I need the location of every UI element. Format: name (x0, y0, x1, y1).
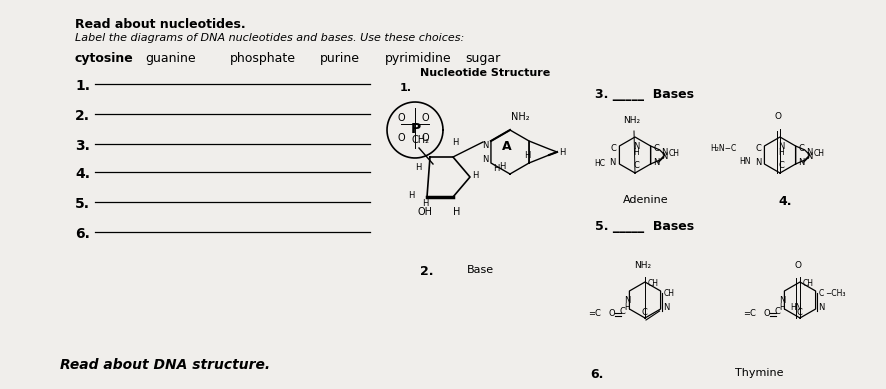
Text: Thymine: Thymine (734, 368, 782, 378)
Text: N: N (778, 296, 785, 305)
Text: N: N (804, 148, 811, 158)
Text: O: O (397, 113, 404, 123)
Text: cytosine: cytosine (75, 52, 134, 65)
Text: O: O (421, 133, 428, 143)
Text: 6.: 6. (589, 368, 602, 381)
Text: 2.: 2. (420, 265, 433, 278)
Text: H: H (499, 161, 505, 170)
Text: N: N (818, 303, 824, 312)
Text: C: C (797, 144, 804, 152)
Text: CH: CH (648, 280, 658, 289)
Text: C: C (755, 144, 760, 152)
Text: A: A (501, 140, 511, 152)
Text: HC: HC (594, 158, 605, 168)
Text: O: O (794, 261, 801, 270)
Text: C: C (818, 289, 823, 298)
Text: NH₂: NH₂ (510, 112, 529, 122)
Text: H: H (624, 303, 630, 312)
Text: 3. _____  Bases: 3. _____ Bases (595, 88, 693, 101)
Text: 6.: 6. (75, 227, 89, 241)
Text: HN: HN (738, 156, 750, 165)
Text: pyrimidine: pyrimidine (385, 52, 451, 65)
Text: H₂N−C: H₂N−C (710, 144, 735, 152)
Text: H: H (422, 199, 428, 208)
Text: purine: purine (320, 52, 360, 65)
Text: Base: Base (466, 265, 493, 275)
Text: N: N (663, 303, 669, 312)
Text: Adenine: Adenine (622, 195, 668, 205)
Text: N: N (624, 296, 630, 305)
Text: H: H (558, 147, 564, 156)
Text: N: N (797, 158, 804, 166)
Text: H: H (777, 148, 783, 157)
Text: N: N (804, 152, 811, 161)
Text: NH₂: NH₂ (633, 261, 651, 270)
Text: 5. _____  Bases: 5. _____ Bases (595, 220, 694, 233)
Text: phosphate: phosphate (229, 52, 296, 65)
Text: H: H (416, 163, 422, 172)
Text: C: C (777, 161, 783, 170)
Text: Nucleotide Structure: Nucleotide Structure (420, 68, 549, 78)
Text: 4.: 4. (75, 167, 89, 181)
Text: Read about nucleotides.: Read about nucleotides. (75, 18, 245, 31)
Text: P: P (410, 122, 421, 136)
Text: C: C (795, 308, 801, 317)
Text: HN: HN (789, 303, 801, 312)
Text: C: C (633, 161, 638, 170)
Text: NH₂: NH₂ (623, 116, 640, 125)
Text: CH: CH (802, 280, 813, 289)
Text: =C: =C (742, 308, 756, 317)
Text: CH: CH (813, 149, 824, 158)
Text: H: H (493, 163, 499, 172)
Text: −CH₃: −CH₃ (825, 289, 845, 298)
Text: O: O (762, 310, 769, 319)
Text: H: H (524, 151, 530, 160)
Text: 4.: 4. (777, 195, 790, 208)
Text: H: H (453, 207, 460, 217)
Text: N: N (653, 158, 659, 166)
Text: N: N (754, 158, 760, 166)
Text: Label the diagrams of DNA nucleotides and bases. Use these choices:: Label the diagrams of DNA nucleotides an… (75, 33, 463, 43)
Text: O: O (773, 112, 781, 121)
Text: Read about DNA structure.: Read about DNA structure. (60, 358, 270, 372)
Text: N: N (660, 148, 666, 158)
Text: C: C (618, 307, 625, 315)
Text: N: N (609, 158, 615, 166)
Text: =C: =C (588, 308, 601, 317)
Text: C: C (641, 308, 646, 317)
Text: C: C (610, 144, 616, 152)
Text: CH: CH (663, 289, 674, 298)
Text: C: C (653, 144, 658, 152)
Text: 3.: 3. (75, 139, 89, 153)
Text: 1.: 1. (75, 79, 89, 93)
Text: H: H (451, 138, 458, 147)
Text: H: H (408, 191, 415, 200)
Text: sugar: sugar (464, 52, 500, 65)
Text: guanine: guanine (144, 52, 196, 65)
Text: 1.: 1. (400, 83, 411, 93)
Text: N: N (481, 154, 487, 163)
Text: N: N (660, 152, 666, 161)
Text: 5.: 5. (75, 197, 89, 211)
Text: OH: OH (417, 207, 432, 217)
Text: O: O (608, 310, 614, 319)
Text: N: N (481, 140, 487, 149)
Text: O: O (421, 113, 428, 123)
Text: N: N (777, 142, 783, 151)
Text: CH: CH (668, 149, 679, 158)
Text: C: C (773, 307, 780, 315)
Text: CH₂: CH₂ (411, 135, 430, 145)
Text: N: N (632, 142, 639, 151)
Text: O: O (397, 133, 404, 143)
Text: H: H (471, 170, 478, 179)
Text: H: H (779, 303, 784, 312)
Text: 2.: 2. (75, 109, 89, 123)
Text: H: H (633, 148, 638, 157)
